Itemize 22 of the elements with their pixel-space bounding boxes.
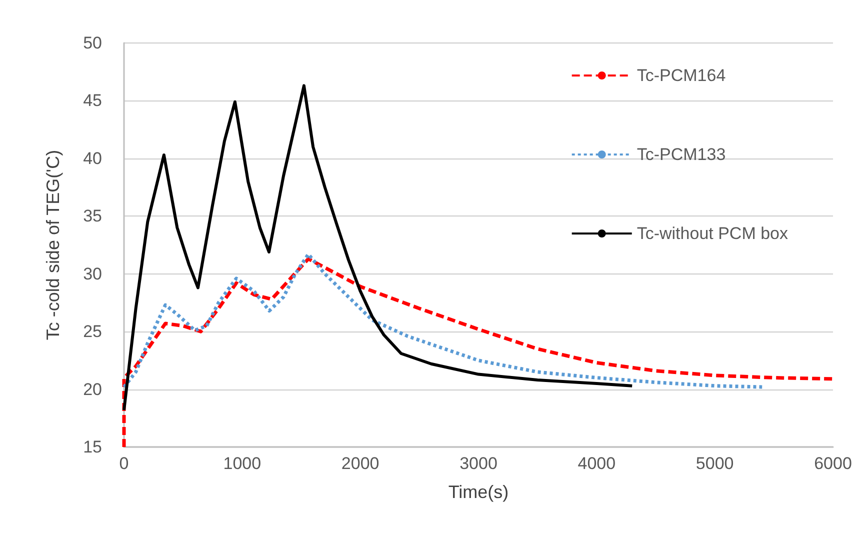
- y-tick-label: 20: [83, 380, 102, 399]
- y-tick-label: 30: [83, 264, 102, 284]
- legend-label: Tc-PCM164: [636, 66, 726, 85]
- x-axis-title: Time(s): [448, 482, 509, 502]
- x-tick-label: 5000: [696, 454, 734, 473]
- legend-label: Tc-PCM133: [636, 145, 726, 164]
- legend-label: Tc-without PCM box: [636, 224, 788, 243]
- x-tick-label: 6000: [814, 454, 852, 473]
- line-series: [122, 252, 764, 389]
- x-tick-label: 1000: [223, 454, 262, 473]
- y-tick-label: 35: [83, 206, 102, 226]
- y-tick-label: 15: [83, 438, 102, 456]
- y-tick-label: 45: [83, 91, 102, 110]
- x-tick-label: 3000: [460, 454, 498, 473]
- y-tick-label: 40: [83, 148, 102, 168]
- y-tick-label: 25: [83, 322, 102, 342]
- line-series: [122, 84, 634, 412]
- x-tick-label: 4000: [578, 454, 616, 473]
- y-axis-title: Tc -cold side of TEG('C): [43, 150, 63, 340]
- y-tick-label: 50: [83, 34, 102, 52]
- x-tick-label: 0: [119, 454, 129, 473]
- x-tick-label: 2000: [341, 454, 380, 473]
